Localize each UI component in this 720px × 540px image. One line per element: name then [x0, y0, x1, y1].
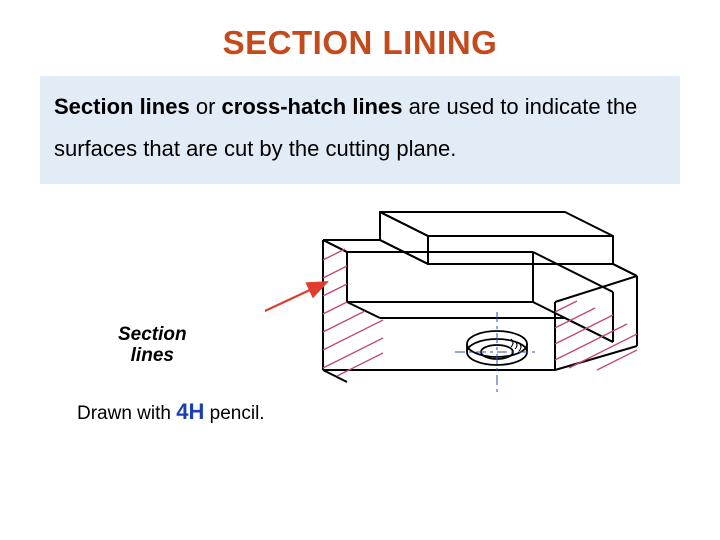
desc-content: Section lines or cross-hatch lines are u…	[54, 94, 637, 161]
hatched-face-right	[555, 301, 637, 370]
page-title: SECTION LINING	[0, 0, 720, 76]
block-outline	[323, 212, 637, 382]
section-lines-label-2: lines	[131, 345, 174, 366]
description-box: Section lines or cross-hatch lines are u…	[40, 76, 680, 184]
drawn-prefix: Drawn with	[77, 403, 176, 424]
drawn-with-label: Drawn with 4H pencil.	[77, 399, 265, 425]
section-lines-label: Section lines	[118, 324, 187, 368]
hatched-face-left	[323, 249, 383, 376]
title-text: SECTION LINING	[223, 24, 498, 61]
drawn-emph: 4H	[176, 399, 204, 424]
section-lines-label-1: Section	[118, 324, 187, 345]
isometric-diagram	[265, 194, 665, 454]
drawn-suffix: pencil.	[204, 403, 264, 424]
figure-area: Section lines Drawn with 4H pencil.	[0, 194, 720, 484]
pointer-arrow	[265, 282, 327, 339]
